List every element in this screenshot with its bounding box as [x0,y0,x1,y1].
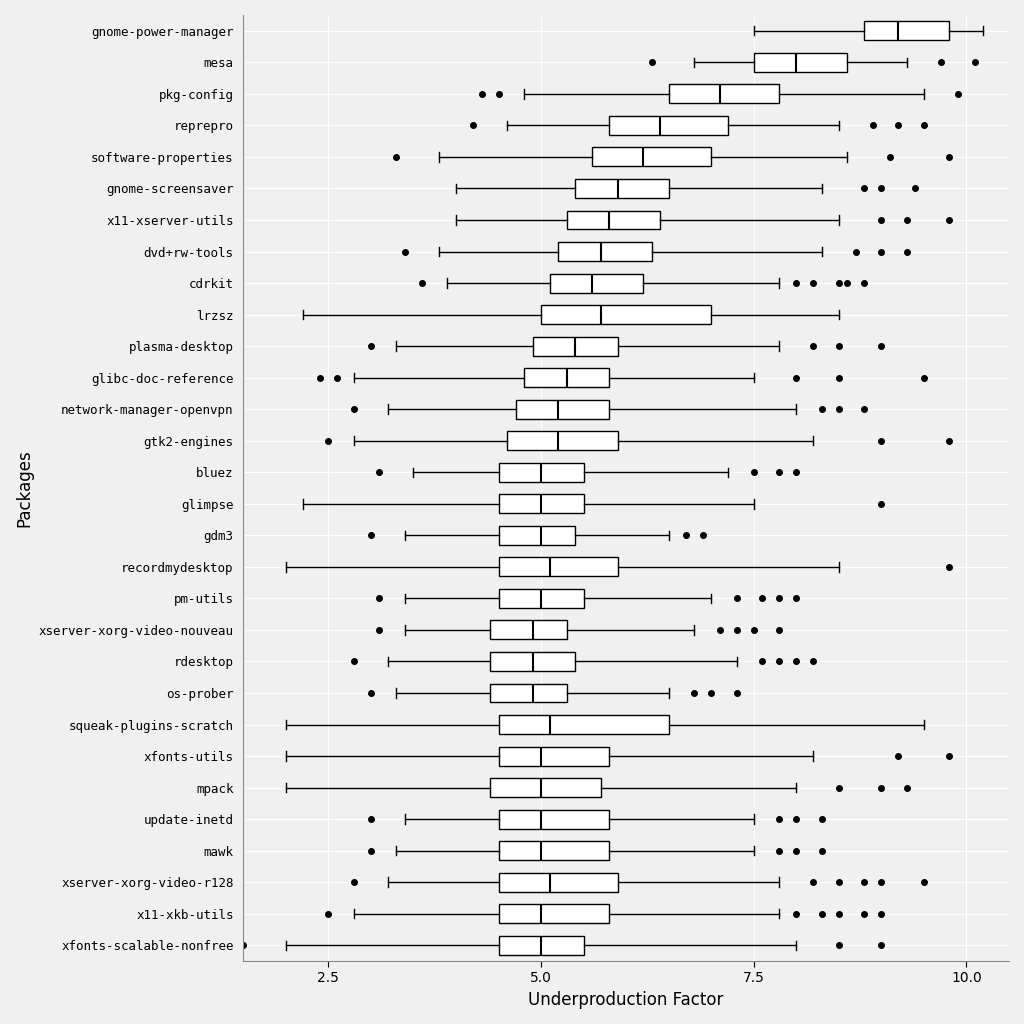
PathPatch shape [490,778,601,797]
PathPatch shape [566,211,660,229]
PathPatch shape [864,22,949,40]
Y-axis label: Packages: Packages [15,450,33,527]
PathPatch shape [499,463,584,481]
PathPatch shape [592,147,712,166]
PathPatch shape [532,337,617,355]
PathPatch shape [515,399,609,419]
PathPatch shape [609,116,728,135]
PathPatch shape [499,589,584,608]
PathPatch shape [558,242,651,261]
PathPatch shape [575,179,669,198]
X-axis label: Underproduction Factor: Underproduction Factor [528,991,724,1009]
PathPatch shape [499,841,609,860]
PathPatch shape [499,715,669,734]
PathPatch shape [669,84,779,103]
PathPatch shape [499,495,584,513]
PathPatch shape [499,936,584,954]
PathPatch shape [499,557,617,577]
PathPatch shape [499,810,609,828]
PathPatch shape [524,369,609,387]
PathPatch shape [754,53,847,72]
PathPatch shape [499,904,609,924]
PathPatch shape [490,621,566,639]
PathPatch shape [499,872,617,892]
PathPatch shape [499,526,575,545]
PathPatch shape [499,746,609,766]
PathPatch shape [550,273,643,293]
PathPatch shape [490,684,566,702]
PathPatch shape [507,431,617,451]
PathPatch shape [490,652,575,671]
PathPatch shape [541,305,712,324]
